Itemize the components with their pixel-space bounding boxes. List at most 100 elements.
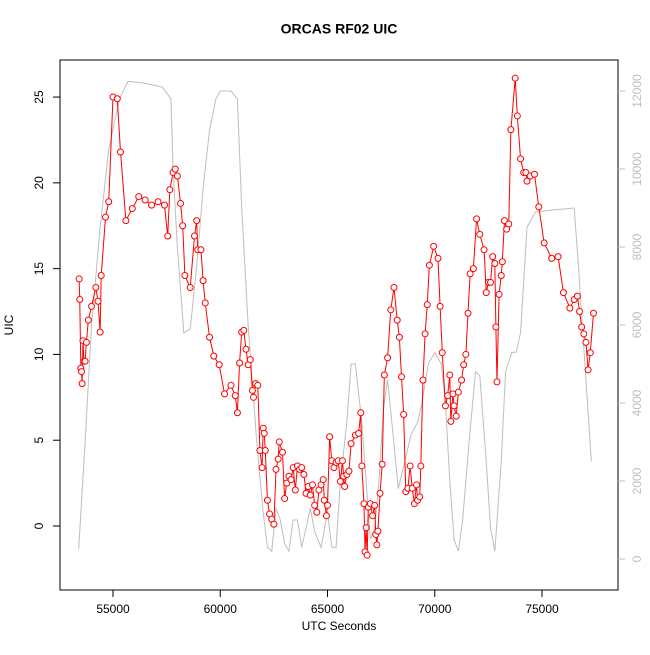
data-point	[173, 172, 181, 180]
data-point	[242, 345, 250, 353]
data-point	[210, 352, 218, 360]
data-point	[559, 289, 567, 297]
data-point	[576, 308, 584, 316]
data-point	[452, 412, 460, 420]
data-point	[450, 402, 458, 410]
data-point	[582, 338, 590, 346]
data-point	[395, 333, 403, 341]
data-point	[263, 496, 271, 504]
data-point	[417, 462, 425, 470]
data-point	[462, 350, 470, 358]
data-point	[345, 467, 353, 475]
data-point	[281, 495, 289, 503]
data-point	[306, 491, 314, 499]
data-point	[421, 330, 429, 338]
data-point	[76, 296, 84, 304]
data-point	[97, 272, 105, 280]
data-point	[482, 289, 490, 297]
data-point	[511, 74, 519, 82]
data-point	[92, 284, 100, 292]
data-point	[291, 486, 299, 494]
data-point	[287, 476, 295, 484]
data-point	[586, 349, 594, 357]
data-point	[148, 201, 156, 209]
y-axis-label: UIC	[2, 314, 16, 335]
x-tick-label: 60000	[204, 602, 238, 616]
data-point	[84, 316, 92, 324]
data-point	[430, 242, 438, 250]
data-point	[393, 316, 401, 324]
data-point	[387, 306, 395, 314]
data-point	[206, 333, 214, 341]
data-point	[523, 177, 531, 185]
data-point	[425, 261, 433, 269]
y-tick-label: 20	[32, 176, 46, 190]
data-point	[101, 213, 109, 221]
data-point	[141, 196, 149, 204]
data-point	[466, 270, 474, 278]
data-point	[406, 462, 414, 470]
data-point	[580, 330, 588, 338]
data-point	[254, 381, 262, 389]
data-point	[320, 496, 328, 504]
data-point	[154, 198, 162, 206]
y2-tick-label: 10000	[630, 152, 644, 186]
y2-tick-label: 12000	[630, 74, 644, 108]
data-point	[480, 246, 488, 254]
data-point	[347, 440, 355, 448]
x-tick-label: 70000	[418, 602, 452, 616]
data-point	[260, 429, 268, 437]
data-point	[179, 222, 187, 230]
data-point	[573, 292, 581, 300]
data-point	[378, 460, 386, 468]
data-point	[75, 275, 83, 283]
data-point	[82, 338, 90, 346]
data-point	[517, 155, 525, 163]
series-line	[78, 80, 592, 553]
data-point	[322, 512, 330, 520]
data-point	[319, 476, 327, 484]
data-point	[135, 193, 143, 201]
data-point	[540, 239, 548, 247]
data-point	[438, 349, 446, 357]
data-point	[77, 368, 85, 376]
series-line	[78, 78, 594, 556]
data-point	[358, 462, 366, 470]
data-point	[336, 477, 344, 485]
data-point	[193, 217, 201, 225]
data-point	[376, 489, 384, 497]
data-point	[535, 203, 543, 211]
data-point	[181, 272, 189, 280]
data-point	[117, 148, 125, 156]
y2-tick-label: 2000	[630, 467, 644, 494]
data-point	[416, 493, 424, 501]
data-point	[400, 410, 408, 418]
data-point	[201, 299, 209, 307]
data-point	[171, 165, 179, 173]
data-point	[96, 328, 104, 336]
data-point	[300, 471, 308, 479]
data-point	[246, 356, 254, 364]
data-point	[128, 205, 136, 213]
y-tick-label: 5	[32, 437, 46, 444]
data-point	[464, 309, 472, 317]
data-point	[460, 361, 468, 369]
data-point	[272, 465, 280, 473]
data-point	[441, 402, 449, 410]
data-point	[221, 390, 229, 398]
data-point	[236, 359, 244, 367]
data-point	[584, 366, 592, 374]
data-point	[326, 433, 334, 441]
data-point	[164, 232, 172, 240]
data-point	[491, 259, 499, 267]
data-point	[554, 253, 562, 261]
data-point	[487, 278, 495, 286]
data-point	[434, 254, 442, 262]
data-point	[313, 508, 321, 516]
data-point	[362, 524, 370, 532]
data-point	[492, 323, 500, 331]
data-point	[233, 409, 241, 417]
data-point	[339, 457, 347, 465]
data-point	[270, 520, 278, 528]
